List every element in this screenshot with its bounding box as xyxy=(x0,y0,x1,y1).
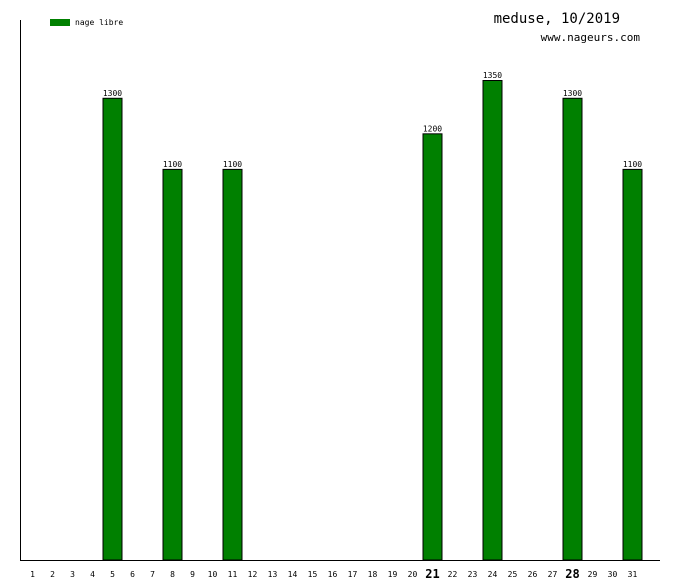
bar-value-label: 1100 xyxy=(223,160,242,169)
x-tick-label: 5 xyxy=(110,570,115,579)
bar-value-label: 1200 xyxy=(423,124,442,133)
x-tick-label: 6 xyxy=(130,570,135,579)
bar xyxy=(102,97,123,561)
x-tick-label: 29 xyxy=(588,570,598,579)
x-tick-label: 23 xyxy=(468,570,478,579)
bar xyxy=(482,80,503,561)
x-tick-label: 14 xyxy=(288,570,298,579)
x-tick-label: 4 xyxy=(90,570,95,579)
bars-group xyxy=(102,80,643,561)
x-tick-label: 28 xyxy=(565,567,579,580)
x-tick-label: 16 xyxy=(328,570,338,579)
x-tick-label: 19 xyxy=(388,570,398,579)
legend-swatch xyxy=(50,19,70,26)
x-tick-label: 30 xyxy=(608,570,618,579)
x-tick-label: 2 xyxy=(50,570,55,579)
bar-value-label: 1300 xyxy=(563,89,582,98)
x-tick-label: 9 xyxy=(190,570,195,579)
x-tick-label: 11 xyxy=(228,570,238,579)
x-tick-label: 20 xyxy=(408,570,418,579)
legend-label: nage libre xyxy=(75,18,123,27)
chart-title: meduse, 10/2019 xyxy=(494,11,620,27)
bar xyxy=(422,133,443,561)
bar xyxy=(162,168,183,561)
x-tick-label: 17 xyxy=(348,570,358,579)
bar xyxy=(222,168,243,561)
x-tick-label: 3 xyxy=(70,570,75,579)
x-tick-label: 26 xyxy=(528,570,538,579)
x-tick-label: 31 xyxy=(628,570,638,579)
chart-subtitle: www.nageurs.com xyxy=(541,31,641,44)
x-tick-label: 22 xyxy=(448,570,458,579)
x-tick-label: 18 xyxy=(368,570,378,579)
x-tick-label: 12 xyxy=(248,570,258,579)
bar-value-label: 1300 xyxy=(103,89,122,98)
x-tick-label: 27 xyxy=(548,570,558,579)
legend: nage libre xyxy=(50,18,123,27)
x-tick-label: 15 xyxy=(308,570,318,579)
x-tick-label: 24 xyxy=(488,570,498,579)
x-tick-labels-group: 1 2 3 4 5 6 7 8 9 10 11 12 13 14 15 16 17 18 19 20 21 22 23 24 2… xyxy=(30,567,637,580)
chart-axes xyxy=(20,20,660,561)
value-labels-group: 1300 1100 1100 1200 1350 1300 1100 xyxy=(103,71,642,169)
bar xyxy=(562,97,583,561)
x-tick-label: 25 xyxy=(508,570,518,579)
x-tick-label: 13 xyxy=(268,570,278,579)
x-tick-label: 1 xyxy=(30,570,35,579)
bar-value-label: 1100 xyxy=(163,160,182,169)
x-tick-label: 8 xyxy=(170,570,175,579)
x-tick-label: 7 xyxy=(150,570,155,579)
bar-value-label: 1100 xyxy=(623,160,642,169)
x-tick-label: 10 xyxy=(208,570,218,579)
x-tick-label: 21 xyxy=(425,567,439,580)
bar-value-label: 1350 xyxy=(483,71,502,80)
bar xyxy=(622,168,643,561)
